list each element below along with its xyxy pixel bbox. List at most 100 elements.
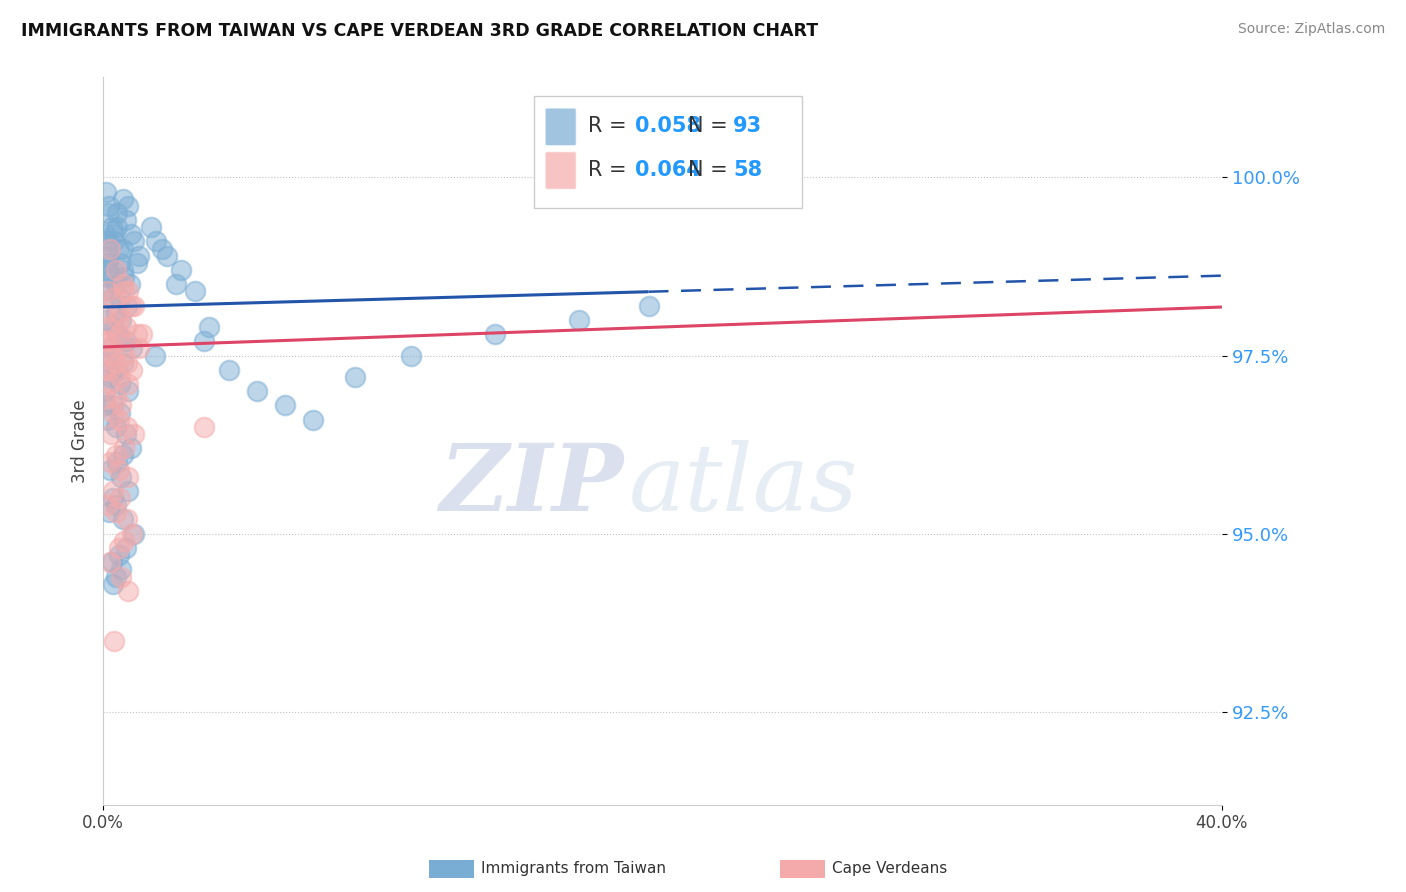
Point bbox=[94, 363, 117, 377]
Point bbox=[131, 327, 153, 342]
Point bbox=[94, 349, 117, 363]
Y-axis label: 3rd Grade: 3rd Grade bbox=[72, 400, 89, 483]
Point bbox=[94, 392, 117, 406]
Point bbox=[101, 405, 124, 419]
Point bbox=[104, 277, 127, 292]
Text: ZIP: ZIP bbox=[439, 440, 623, 530]
Point bbox=[100, 555, 122, 569]
Point bbox=[101, 270, 124, 285]
Point bbox=[100, 363, 122, 377]
Point bbox=[105, 327, 128, 342]
Point bbox=[98, 455, 121, 469]
Point bbox=[104, 505, 127, 519]
Point bbox=[120, 441, 142, 455]
Point bbox=[117, 583, 139, 598]
Point bbox=[117, 469, 139, 483]
Point bbox=[111, 512, 134, 526]
Text: R =: R = bbox=[588, 160, 633, 180]
Point bbox=[94, 384, 117, 399]
Point bbox=[139, 220, 162, 235]
Text: IMMIGRANTS FROM TAIWAN VS CAPE VERDEAN 3RD GRADE CORRELATION CHART: IMMIGRANTS FROM TAIWAN VS CAPE VERDEAN 3… bbox=[21, 22, 818, 40]
Point bbox=[110, 491, 132, 505]
Point bbox=[94, 227, 117, 242]
Point bbox=[110, 569, 132, 583]
Point bbox=[193, 419, 215, 434]
Point bbox=[193, 334, 215, 349]
Point bbox=[121, 526, 143, 541]
Point bbox=[115, 299, 138, 313]
Point bbox=[104, 498, 127, 512]
Point bbox=[97, 235, 120, 249]
Point bbox=[104, 569, 127, 583]
Point bbox=[114, 334, 136, 349]
Point bbox=[108, 334, 131, 349]
Point bbox=[637, 299, 659, 313]
Point bbox=[125, 327, 148, 342]
Point bbox=[112, 441, 135, 455]
Point bbox=[105, 220, 128, 235]
Point bbox=[108, 256, 131, 270]
Point bbox=[98, 555, 121, 569]
Point bbox=[101, 349, 124, 363]
Point bbox=[114, 320, 136, 334]
Point bbox=[104, 419, 127, 434]
Point bbox=[111, 448, 134, 462]
Text: N =: N = bbox=[689, 160, 734, 180]
Point bbox=[96, 498, 118, 512]
Point bbox=[94, 334, 117, 349]
Point bbox=[98, 462, 121, 476]
Point bbox=[105, 206, 128, 220]
Point bbox=[121, 363, 143, 377]
Point bbox=[103, 633, 125, 648]
Text: Immigrants from Taiwan: Immigrants from Taiwan bbox=[481, 862, 666, 876]
Point bbox=[100, 220, 122, 235]
Point bbox=[107, 412, 129, 426]
Point bbox=[165, 277, 187, 292]
Point bbox=[96, 342, 118, 356]
Point bbox=[484, 327, 506, 342]
Point bbox=[107, 462, 129, 476]
Point bbox=[104, 392, 127, 406]
Point bbox=[100, 426, 122, 441]
Point bbox=[112, 349, 135, 363]
Point bbox=[114, 541, 136, 555]
Point bbox=[218, 363, 240, 377]
Point bbox=[101, 576, 124, 591]
Point bbox=[198, 320, 221, 334]
Point bbox=[184, 285, 207, 299]
Text: 0.064: 0.064 bbox=[634, 160, 700, 180]
Point bbox=[105, 455, 128, 469]
Point bbox=[103, 235, 125, 249]
Point bbox=[112, 285, 135, 299]
Point bbox=[120, 227, 142, 242]
Point bbox=[101, 292, 124, 306]
Point bbox=[97, 206, 120, 220]
Point bbox=[143, 349, 166, 363]
Point bbox=[103, 227, 125, 242]
Point bbox=[122, 526, 145, 541]
Point bbox=[107, 242, 129, 256]
Point bbox=[105, 363, 128, 377]
Text: 58: 58 bbox=[733, 160, 762, 180]
Point bbox=[98, 377, 121, 392]
Point bbox=[121, 342, 143, 356]
Point bbox=[122, 235, 145, 249]
Point bbox=[115, 356, 138, 370]
Point bbox=[98, 363, 121, 377]
Point bbox=[568, 313, 591, 327]
Point bbox=[98, 370, 121, 384]
Point bbox=[110, 562, 132, 576]
Point bbox=[111, 277, 134, 292]
Point bbox=[110, 469, 132, 483]
Point bbox=[94, 313, 117, 327]
Point bbox=[117, 199, 139, 213]
FancyBboxPatch shape bbox=[546, 152, 576, 189]
Point bbox=[100, 292, 122, 306]
Point bbox=[117, 377, 139, 392]
Point bbox=[104, 306, 127, 320]
Point bbox=[125, 256, 148, 270]
Point bbox=[110, 398, 132, 412]
Point bbox=[104, 448, 127, 462]
Point bbox=[107, 306, 129, 320]
Point bbox=[97, 505, 120, 519]
